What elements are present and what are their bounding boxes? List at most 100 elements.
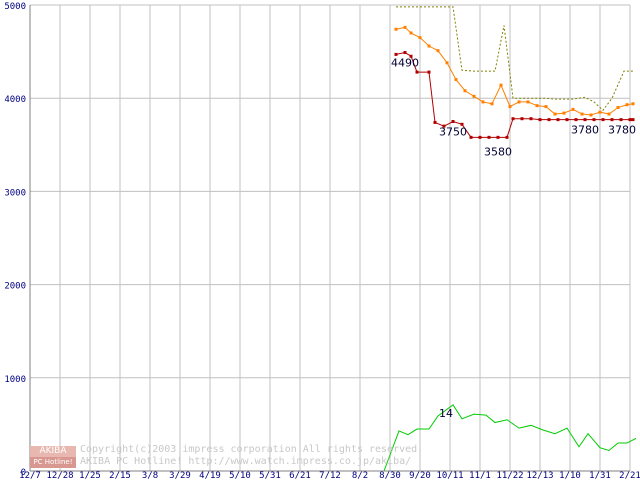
average-series-point xyxy=(418,36,422,40)
data-label: 4490 xyxy=(391,57,419,70)
min-series-point xyxy=(565,118,569,122)
copyright-line: Copyright(c)2003 impress corporation All… xyxy=(80,444,424,455)
y-tick-label: 3000 xyxy=(4,188,26,198)
min-series-point xyxy=(433,120,437,124)
average-series-line xyxy=(395,26,634,116)
min-series-point xyxy=(427,70,431,74)
min-series-point xyxy=(583,118,587,122)
average-series-point xyxy=(403,25,407,29)
min-series-point xyxy=(496,135,500,139)
min-series-point xyxy=(505,135,509,139)
min-series-point xyxy=(409,54,413,58)
x-axis-ticks: 12/7 12/28 1/25 2/15 3/8 3/29 4/19 5/10 5/31 6/21… xyxy=(19,471,640,480)
average-series-point xyxy=(631,102,635,106)
data-label: 3580 xyxy=(484,145,512,158)
average-series-point xyxy=(562,111,566,115)
average-series-point xyxy=(571,107,575,111)
average-series-point xyxy=(535,104,539,108)
x-tick-label: 7/12 xyxy=(319,471,341,480)
average-series-point xyxy=(409,31,413,35)
data-label: 14 xyxy=(439,407,453,420)
min-series-point xyxy=(460,122,464,126)
logo-bottom-text: PC Hotline! xyxy=(30,457,76,468)
min-series-point xyxy=(592,118,596,122)
x-tick-label: 11/1 xyxy=(469,471,491,480)
average-series-point xyxy=(481,100,485,104)
min-series-point xyxy=(547,118,551,122)
min-series-point xyxy=(538,118,542,122)
min-series-point xyxy=(511,117,515,121)
min-series-point xyxy=(619,118,623,122)
min-series-point xyxy=(451,120,455,123)
average-series-point xyxy=(580,112,584,116)
average-series-point xyxy=(499,83,503,87)
average-series-point xyxy=(445,61,449,65)
x-tick-label: 8/30 xyxy=(379,471,401,480)
y-tick-label: 1000 xyxy=(4,375,26,385)
min-series-point xyxy=(478,135,482,139)
min-series-point xyxy=(487,135,491,139)
min-series-point xyxy=(628,118,632,122)
average-series-point xyxy=(589,113,593,117)
data-label: 3750 xyxy=(439,126,467,139)
x-tick-label: 12/7 xyxy=(19,471,41,480)
average-series-point xyxy=(490,102,494,106)
average-series-point xyxy=(625,103,629,107)
data-label: 3780 xyxy=(608,124,636,137)
y-tick-label: 0 xyxy=(21,468,26,478)
chart-series xyxy=(383,6,637,472)
min-series-point xyxy=(631,118,635,122)
average-series-point xyxy=(598,110,602,114)
average-series-point xyxy=(436,49,440,53)
x-tick-label: 12/28 xyxy=(46,471,73,480)
min-series-point xyxy=(610,118,614,122)
shops-series-line xyxy=(383,404,637,472)
x-tick-label: 8/2 xyxy=(352,471,368,480)
min-series-point xyxy=(601,118,605,122)
average-series-point xyxy=(394,27,398,31)
y-tick-label: 2000 xyxy=(4,282,26,292)
y-tick-label: 4000 xyxy=(4,95,26,105)
average-series-point xyxy=(463,89,467,93)
x-tick-label: 12/13 xyxy=(526,471,553,480)
data-labels: 4490 3750 3580 3780 3780 14 xyxy=(391,57,636,420)
x-tick-label: 11/22 xyxy=(496,471,523,480)
site-url-line: AKIBA PC Hotline! http://www.watch.impre… xyxy=(80,456,412,467)
x-tick-label: 2/15 xyxy=(109,471,131,480)
min-series-point xyxy=(574,118,578,122)
akiba-logo: AKIBA PC Hotline! xyxy=(30,446,76,468)
average-series-point xyxy=(454,78,458,82)
average-series-point xyxy=(526,100,530,104)
x-tick-label: 2/21 xyxy=(619,471,640,480)
average-series-point xyxy=(616,106,620,110)
x-tick-label: 3/29 xyxy=(169,471,191,480)
average-series-point xyxy=(553,112,557,116)
min-series-point xyxy=(394,52,398,56)
y-axis-ticks: 0 1000 2000 3000 4000 5000 xyxy=(4,2,26,478)
x-tick-label: 5/10 xyxy=(229,471,251,480)
x-tick-label: 10/11 xyxy=(436,471,463,480)
min-series-point xyxy=(469,135,473,139)
logo-top-text: AKIBA xyxy=(30,446,76,457)
average-series-point xyxy=(508,105,512,109)
min-series-point xyxy=(415,70,419,74)
x-tick-label: 6/21 xyxy=(289,471,311,480)
average-series-point xyxy=(607,112,611,116)
x-tick-label: 5/31 xyxy=(259,471,281,480)
y-tick-label: 5000 xyxy=(4,2,26,12)
x-tick-label: 1/25 xyxy=(79,471,101,480)
chart-grid xyxy=(29,4,631,472)
average-series-point xyxy=(472,94,476,98)
x-tick-label: 3/8 xyxy=(142,471,158,480)
min-series-point xyxy=(529,117,533,121)
average-series-point xyxy=(544,105,548,109)
min-series-point xyxy=(556,118,560,122)
copyright-block: Copyright(c)2003 impress corporation All… xyxy=(30,444,550,468)
x-tick-label: 4/19 xyxy=(199,471,221,480)
min-series-point xyxy=(403,51,407,55)
x-tick-label: 9/20 xyxy=(409,471,431,480)
average-series-point xyxy=(517,100,521,104)
x-tick-label: 1/10 xyxy=(559,471,581,480)
x-tick-label: 1/31 xyxy=(589,471,611,480)
